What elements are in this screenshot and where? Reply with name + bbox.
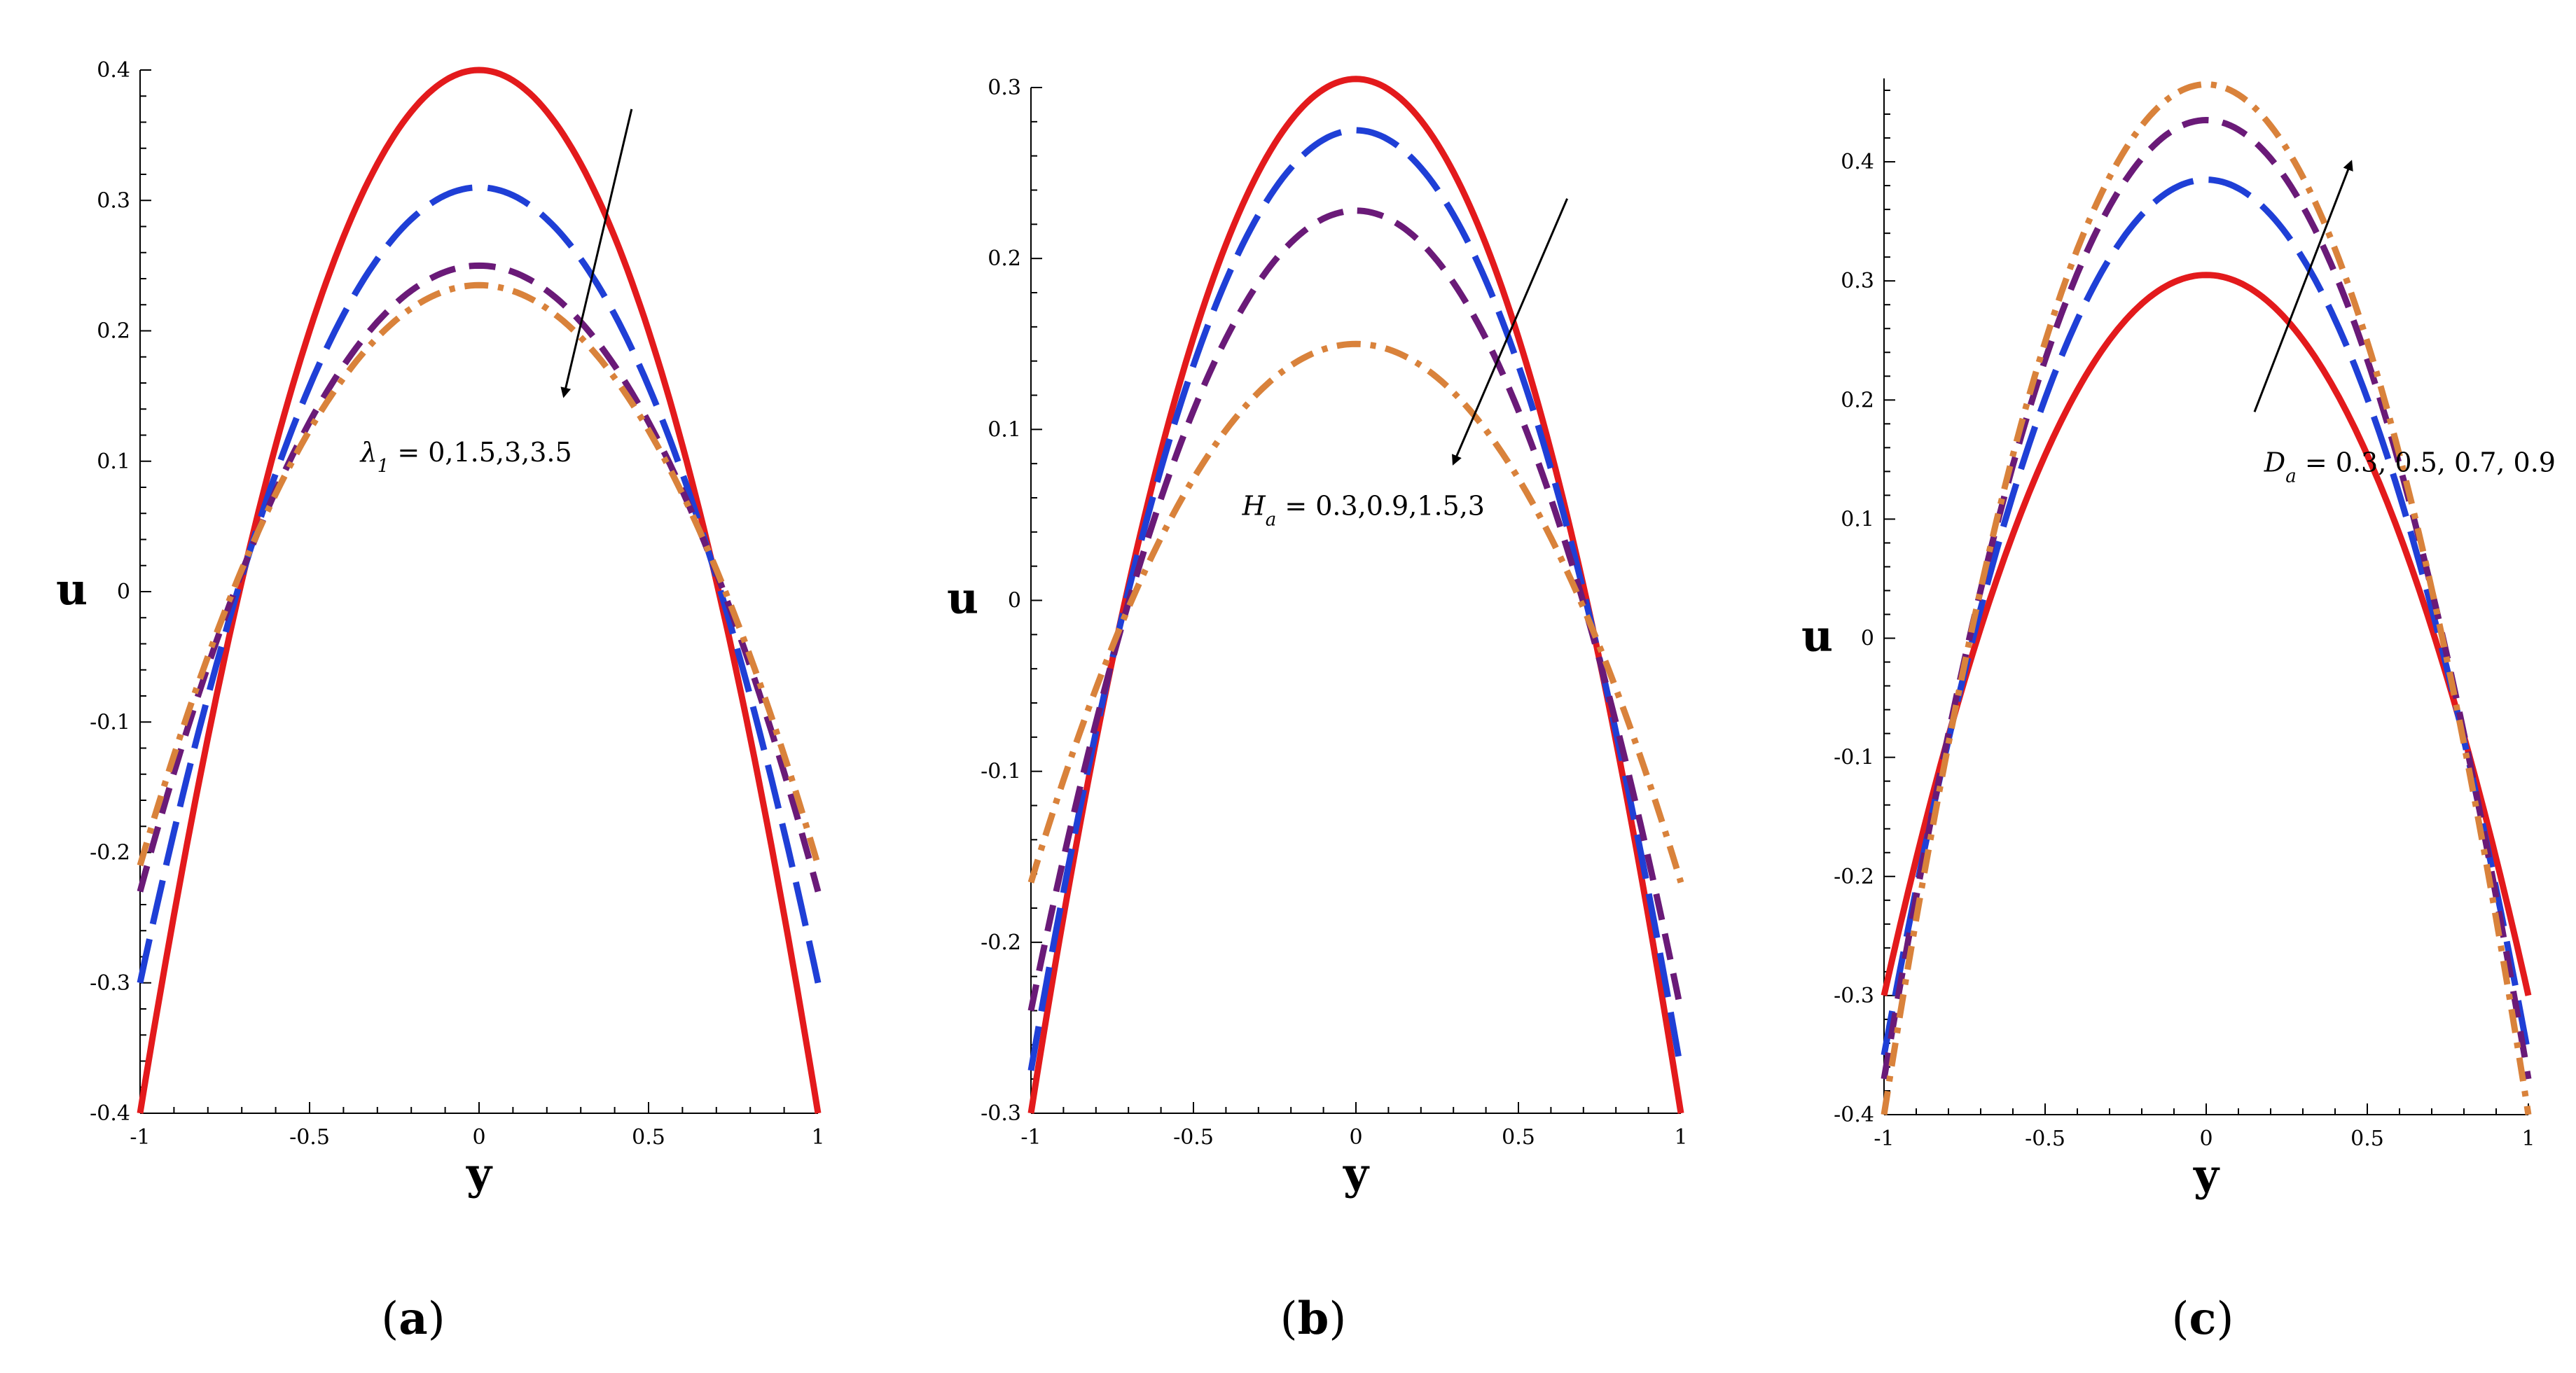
y-tick-label: 0 xyxy=(117,580,130,604)
y-tick-label: -0.1 xyxy=(981,760,1021,784)
chart-panel-c: -1 -0.5 0 0.5 1 -0.4 -0.3 -0.2 -0.1 0 0.1 0.2 0.3 0.4… xyxy=(1801,78,2556,1345)
y-tick-label: 0.2 xyxy=(97,319,130,344)
annotation-subscript: a xyxy=(2285,466,2297,487)
y-tick-label: -0.3 xyxy=(90,971,130,996)
y-tick-label: -0.4 xyxy=(1834,1103,1874,1127)
panel-label: (b) xyxy=(1280,1292,1347,1345)
series-line-1 xyxy=(1881,272,2532,996)
x-tick-label: -1 xyxy=(1020,1125,1041,1150)
y-tick-label: -0.2 xyxy=(1834,865,1874,889)
x-tick-label: -0.5 xyxy=(289,1125,330,1150)
series-line-3 xyxy=(137,262,822,893)
y-tick-label: 0.1 xyxy=(97,449,130,474)
chart-panel-a: -1 -0.5 0 0.5 1 -0.4 -0.3 -0.2 -0.1 0 0.1 0.2 0.3 0.4… xyxy=(56,58,825,1345)
y-tick-label: -0.3 xyxy=(981,1101,1021,1126)
annotation-label: λ1 = 0,1.5,3,3.5 xyxy=(359,437,572,477)
y-axis-title: u xyxy=(947,573,978,624)
annotation-values: = 0,1.5,3,3.5 xyxy=(389,437,572,468)
annotation-symbol: H xyxy=(1242,490,1266,521)
x-tick-label: -0.5 xyxy=(2025,1127,2065,1151)
annotation-subscript: 1 xyxy=(378,456,389,477)
x-tick-label: -1 xyxy=(1874,1127,1894,1151)
series-line-4 xyxy=(1027,340,1684,884)
y-tick-label: 0.4 xyxy=(97,58,130,83)
annotation-symbol: λ xyxy=(359,437,378,468)
annotation-arrow xyxy=(1452,198,1568,466)
annotation-arrow xyxy=(2253,160,2353,412)
y-tick-label: 0.3 xyxy=(988,76,1021,100)
y-tick-label: 0.2 xyxy=(1841,388,1874,412)
y-tick-label: 0.1 xyxy=(988,417,1021,442)
y-tick-label: -0.2 xyxy=(90,841,130,865)
series-line-2 xyxy=(1027,127,1684,1071)
series-line-2 xyxy=(1881,176,2532,1056)
x-tick-label: 0.5 xyxy=(1502,1125,1535,1150)
panel-label: (c) xyxy=(2172,1292,2234,1345)
y-tick-label: -0.4 xyxy=(90,1101,130,1126)
y-axis-title: u xyxy=(56,564,88,615)
y-tick-label: 0.2 xyxy=(988,246,1021,271)
series-line-4 xyxy=(137,281,822,867)
series-line-3 xyxy=(1881,116,2532,1080)
annotation-subscript: a xyxy=(1266,509,1277,530)
x-tick-label: 0 xyxy=(472,1125,485,1150)
annotation-label: Ha = 0.3,0.9,1.5,3 xyxy=(1242,490,1485,530)
panel-label: (a) xyxy=(381,1292,445,1345)
y-tick-label: -0.2 xyxy=(981,931,1021,955)
y-tick-label: -0.3 xyxy=(1834,984,1874,1008)
annotation-values: = 0.3,0.9,1.5,3 xyxy=(1276,490,1485,521)
chart-panel-b: -1 -0.5 0 0.5 1 -0.3 -0.2 -0.1 0 0.1 0.2 0.3 u y Ha = … xyxy=(947,76,1688,1345)
series-line-3 xyxy=(1027,207,1684,1012)
y-tick-label: 0.1 xyxy=(1841,507,1874,531)
series-line-1 xyxy=(137,67,822,1114)
x-axis-title: y xyxy=(2193,1150,2220,1201)
x-tick-label: 0.5 xyxy=(632,1125,665,1150)
y-axis-title: u xyxy=(1801,611,1833,662)
x-tick-label: 0 xyxy=(1349,1125,1362,1150)
x-tick-label: 1 xyxy=(1674,1125,1687,1150)
y-tick-label: 0.3 xyxy=(1841,269,1874,293)
x-tick-label: -1 xyxy=(130,1125,150,1150)
y-tick-label: 0.3 xyxy=(97,188,130,213)
y-tick-label: 0 xyxy=(1861,627,1874,651)
annotation-label: Da = 0.3, 0.5, 0.7, 0.9 xyxy=(2264,447,2556,487)
x-tick-label: 0.5 xyxy=(2350,1127,2384,1151)
x-tick-label: -0.5 xyxy=(1173,1125,1214,1150)
x-tick-label: 1 xyxy=(2521,1127,2535,1151)
annotation-arrow xyxy=(560,109,633,398)
y-tick-label: -0.1 xyxy=(1834,746,1874,770)
x-tick-label: 1 xyxy=(811,1125,824,1150)
x-axis-title: y xyxy=(1343,1148,1370,1199)
y-tick-label: -0.1 xyxy=(90,710,130,734)
annotation-values: = 0.3, 0.5, 0.7, 0.9 xyxy=(2297,447,2556,478)
y-tick-label: 0 xyxy=(1008,589,1021,613)
x-tick-label: 0 xyxy=(2199,1127,2213,1151)
series-line-4 xyxy=(1881,81,2532,1115)
y-tick-label: 0.4 xyxy=(1841,150,1874,174)
x-axis-title: y xyxy=(466,1148,493,1199)
annotation-symbol: D xyxy=(2264,447,2285,478)
